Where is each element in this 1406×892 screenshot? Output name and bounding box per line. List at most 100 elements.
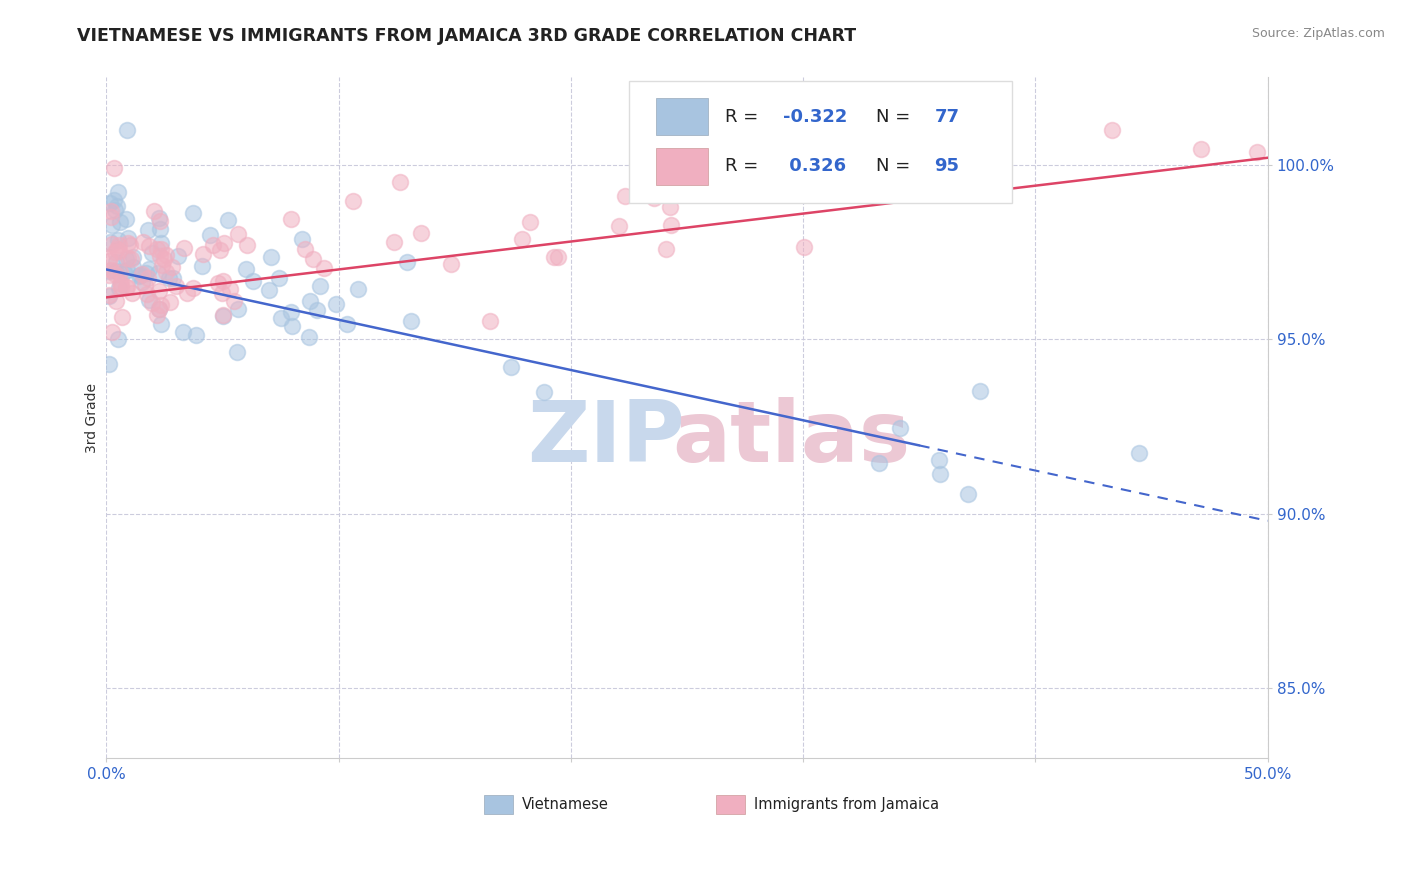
Point — [153, 252, 176, 267]
Point — [1128, 445, 1150, 459]
Point — [543, 250, 565, 264]
Point — [533, 385, 555, 400]
Point — [298, 293, 321, 308]
Point — [198, 227, 221, 242]
Text: R =: R = — [725, 108, 765, 126]
Point — [291, 232, 314, 246]
Point — [104, 203, 127, 218]
Point — [128, 269, 150, 284]
Point — [929, 467, 952, 481]
Text: atlas: atlas — [672, 397, 911, 480]
Point — [98, 196, 121, 211]
FancyBboxPatch shape — [628, 81, 1012, 203]
Text: Immigrants from Jamaica: Immigrants from Jamaica — [755, 797, 939, 812]
Point — [217, 213, 239, 227]
Point — [547, 250, 569, 264]
Point — [142, 203, 165, 218]
Point — [112, 265, 135, 279]
Point — [228, 227, 250, 241]
Point — [108, 215, 131, 229]
Point — [138, 238, 160, 252]
Point — [184, 327, 207, 342]
Point — [157, 271, 180, 285]
Point — [654, 242, 676, 256]
Point — [97, 253, 120, 268]
Point — [150, 298, 173, 312]
Point — [346, 282, 368, 296]
Point — [117, 262, 139, 277]
Point — [235, 262, 257, 277]
Text: -0.322: -0.322 — [783, 108, 848, 126]
Point — [270, 310, 292, 325]
Point — [108, 277, 131, 292]
Y-axis label: 3rd Grade: 3rd Grade — [86, 383, 100, 453]
Point — [150, 242, 173, 256]
Point — [131, 276, 153, 290]
Point — [107, 332, 129, 346]
Point — [108, 238, 131, 252]
Point — [103, 161, 125, 175]
Point — [207, 276, 229, 290]
Point — [257, 283, 280, 297]
Point — [939, 152, 962, 166]
Point — [117, 236, 139, 251]
Point — [104, 267, 127, 281]
Point — [146, 242, 169, 256]
Text: N =: N = — [876, 108, 917, 126]
Point — [969, 384, 991, 398]
Point — [148, 301, 170, 316]
Point — [115, 211, 138, 226]
Point — [202, 238, 225, 252]
Point — [146, 309, 169, 323]
Point — [110, 265, 132, 279]
Point — [159, 295, 181, 310]
Point — [97, 289, 120, 303]
Point — [117, 280, 139, 294]
Text: 77: 77 — [935, 108, 959, 126]
Point — [212, 309, 235, 323]
Point — [148, 284, 170, 298]
Point — [100, 326, 122, 340]
Point — [98, 235, 121, 249]
Point — [105, 264, 128, 278]
Point — [108, 244, 131, 258]
Point — [659, 200, 682, 214]
Text: ZIP: ZIP — [527, 397, 685, 480]
Text: 95: 95 — [935, 157, 959, 176]
Point — [928, 453, 950, 467]
Point — [107, 234, 129, 248]
Text: VIETNAMESE VS IMMIGRANTS FROM JAMAICA 3RD GRADE CORRELATION CHART: VIETNAMESE VS IMMIGRANTS FROM JAMAICA 3R… — [77, 27, 856, 45]
Point — [138, 293, 160, 308]
Point — [148, 301, 170, 316]
Point — [97, 252, 120, 266]
Point — [613, 188, 636, 202]
Point — [105, 243, 128, 257]
Point — [100, 204, 122, 219]
Point — [141, 246, 163, 260]
Point — [98, 263, 121, 277]
Point — [636, 172, 658, 186]
Point — [101, 237, 124, 252]
Point — [191, 246, 214, 260]
Point — [135, 286, 157, 301]
Point — [122, 260, 145, 274]
Point — [105, 294, 128, 309]
Point — [181, 280, 204, 294]
Point — [121, 286, 143, 301]
Point — [117, 231, 139, 245]
Point — [648, 162, 671, 177]
Point — [117, 123, 139, 137]
Point — [336, 317, 359, 331]
Point — [396, 255, 419, 269]
Point — [120, 252, 142, 266]
Point — [607, 219, 630, 233]
Point — [267, 270, 290, 285]
Text: 0.326: 0.326 — [783, 157, 846, 176]
Point — [212, 274, 235, 288]
Point — [236, 238, 259, 252]
Point — [103, 194, 125, 208]
Point — [97, 357, 120, 371]
Point — [401, 314, 423, 328]
Point — [1189, 142, 1212, 156]
Point — [150, 258, 173, 272]
